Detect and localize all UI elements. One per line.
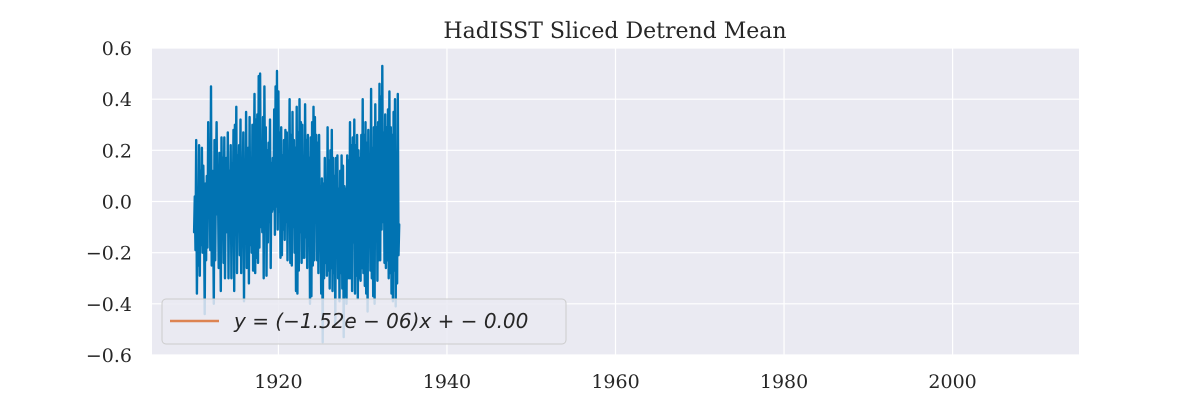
y-tick-label: 0.6 xyxy=(102,38,132,60)
x-tick-label: 1940 xyxy=(423,371,471,393)
y-tick-label: 0.0 xyxy=(102,192,132,214)
x-tick-label: 1960 xyxy=(591,371,639,393)
legend-box xyxy=(161,298,567,345)
x-tick-label: 2000 xyxy=(928,371,976,393)
y-tick-label: −0.4 xyxy=(86,294,132,316)
legend: y = (−1.52e − 06)x + − 0.00 xyxy=(161,298,567,345)
legend-label: y = (−1.52e − 06)x + − 0.00 xyxy=(233,309,528,333)
y-axis-ticks: −0.6 −0.4 −0.2 0.0 0.2 0.4 0.6 xyxy=(86,38,132,367)
y-tick-label: −0.6 xyxy=(86,345,132,367)
series-line xyxy=(192,64,401,344)
x-tick-label: 1920 xyxy=(254,371,302,393)
x-tick-label: 1980 xyxy=(760,371,808,393)
x-axis-ticks: 1920 1940 1960 1980 2000 xyxy=(254,371,977,393)
y-tick-label: 0.2 xyxy=(102,140,132,162)
y-tick-label: −0.2 xyxy=(86,243,132,265)
chart-title: HadISST Sliced Detrend Mean xyxy=(443,19,786,44)
y-tick-label: 0.4 xyxy=(102,89,132,111)
